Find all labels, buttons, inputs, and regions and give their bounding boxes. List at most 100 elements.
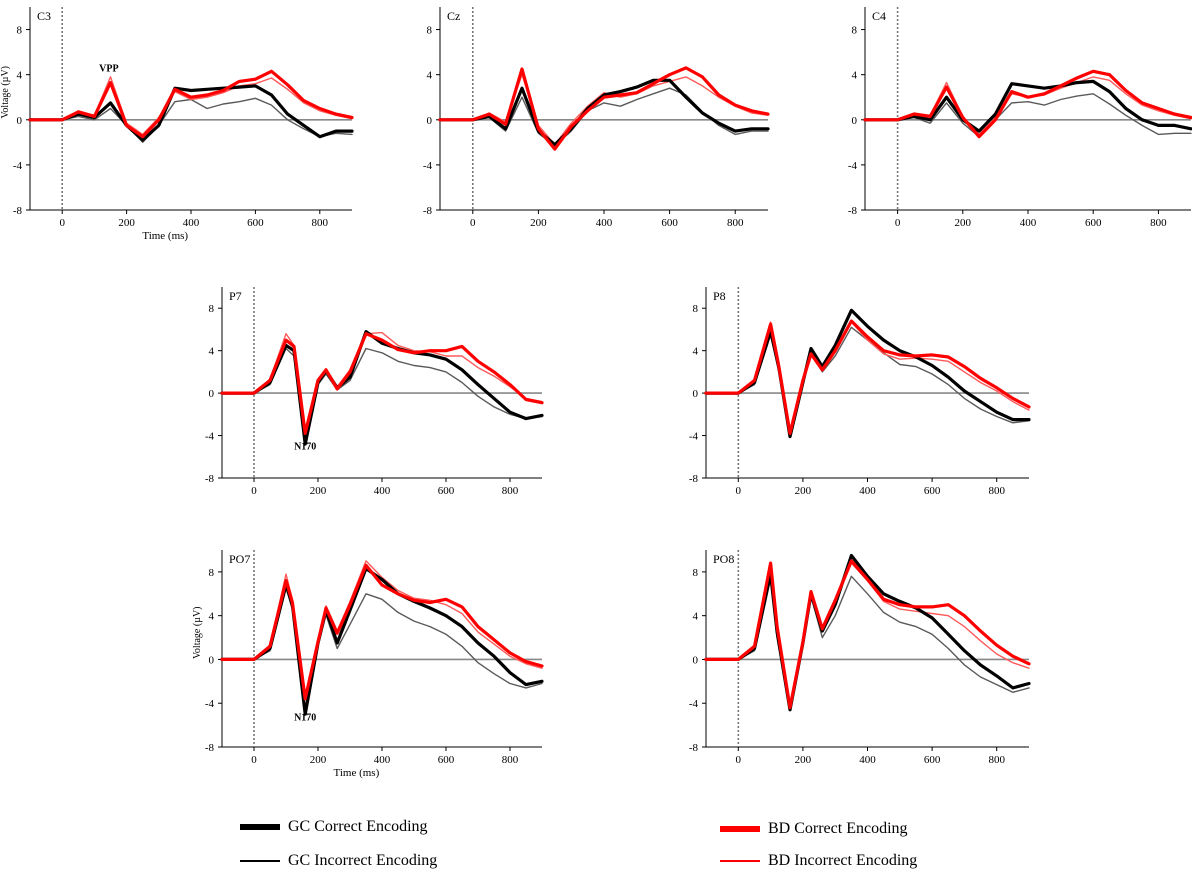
panel-po8-x-tick-label: 600 xyxy=(924,754,941,766)
panel-c4-y-tick-label: 8 xyxy=(852,25,858,37)
panel-p7-x-tick-label: 0 xyxy=(251,485,257,497)
panel-po8-y-tick-label: -8 xyxy=(689,742,699,754)
panel-c4-y-tick-label: 4 xyxy=(852,70,858,82)
panel-p8-x-tick-label: 600 xyxy=(924,485,941,497)
panel-po7-x-axis-title: Time (ms) xyxy=(334,767,380,779)
panel-po7-x-tick-label: 400 xyxy=(374,754,391,766)
panel-p7-x-tick-label: 600 xyxy=(438,485,455,497)
legend-gc-incorrect-swatch xyxy=(240,860,280,862)
panel-c3-x-tick-label: 200 xyxy=(118,217,135,229)
panel-po8-y-tick-label: 0 xyxy=(693,654,699,666)
panel-c3-series-bd-correct-encoding xyxy=(28,69,354,139)
panel-po8-x-tick-label: 0 xyxy=(736,754,742,766)
panel-po8-y-tick-label: 4 xyxy=(693,611,699,623)
panel-p8-y-tick-label: 0 xyxy=(693,388,699,400)
panel-c4-y-tick-label: -8 xyxy=(848,205,858,217)
panel-p7-x-tick-label: 800 xyxy=(502,485,519,497)
panel-c3-y-axis-title: Voltage (µV) xyxy=(0,66,11,119)
panel-cz-y-tick-label: 4 xyxy=(427,70,433,82)
panel-po8-y-tick-label: 8 xyxy=(693,567,699,579)
panel-cz-y-tick-label: 0 xyxy=(427,115,433,127)
panel-p8-y-tick-label: -4 xyxy=(689,431,699,443)
panel-po7-y-tick-label: 4 xyxy=(209,611,215,623)
panel-cz-x-tick-label: 800 xyxy=(727,217,744,229)
panel-po7-x-tick-label: 600 xyxy=(438,754,455,766)
panel-c3-y-tick-label: 4 xyxy=(17,70,23,82)
panel-cz-series-bd-correct-encoding xyxy=(438,66,770,151)
panel-cz-series-bd-incorrect-encoding xyxy=(439,73,769,146)
panel-p8-x-tick-label: 400 xyxy=(859,485,876,497)
legend-gc-correct-label: GC Correct Encoding xyxy=(288,818,428,835)
legend-gc-incorrect-label: GC Incorrect Encoding xyxy=(288,852,438,869)
panel-c3-x-tick-label: 400 xyxy=(183,217,200,229)
panel-cz-series-gc-correct-encoding xyxy=(438,78,770,147)
panel-po7-y-tick-label: 0 xyxy=(209,654,215,666)
panel-po7-x-tick-label: 800 xyxy=(502,754,519,766)
panel-p7-annotation: N170 xyxy=(294,441,316,452)
panel-po8-x-tick-label: 800 xyxy=(988,754,1005,766)
panel-po8-y-tick-label: -4 xyxy=(689,698,699,710)
panel-p8-y-tick-label: 8 xyxy=(693,303,699,315)
panel-c3-x-tick-label: 800 xyxy=(312,217,329,229)
panel-cz-x-tick-label: 200 xyxy=(530,217,547,229)
panel-po8-x-tick-label: 200 xyxy=(795,754,812,766)
panel-cz-x-tick-label: 600 xyxy=(661,217,678,229)
panel-c3-y-tick-label: 8 xyxy=(17,25,23,37)
panel-p8-y-tick-label: 4 xyxy=(693,346,699,358)
legend-bd-correct: BD Correct Encoding xyxy=(720,820,908,838)
panel-c4: -8 -4 0 4 8 0 200 400 600 800 C4 xyxy=(848,7,1192,229)
legend-gc-correct-swatch xyxy=(240,824,280,830)
panel-p8-electrode-label: P8 xyxy=(713,289,726,303)
panel-p7: -8 -4 0 4 8 0 200 400 600 800 P7 N170 xyxy=(205,287,544,497)
panel-p7-y-tick-label: 8 xyxy=(209,303,215,315)
panel-cz: -8 -4 0 4 8 0 200 400 600 800 Cz xyxy=(423,7,770,229)
panel-p7-y-tick-label: -8 xyxy=(205,473,215,485)
panel-po7-x-tick-label: 200 xyxy=(310,754,327,766)
panel-c4-series-bd-correct-encoding xyxy=(863,69,1192,139)
panel-p7-y-tick-label: 0 xyxy=(209,388,215,400)
panel-c3-y-tick-label: -8 xyxy=(13,205,23,217)
panel-c4-x-tick-label: 400 xyxy=(1020,217,1037,229)
panel-c4-x-tick-label: 200 xyxy=(955,217,972,229)
panel-p8-x-tick-label: 800 xyxy=(988,485,1005,497)
panel-p7-y-tick-label: -4 xyxy=(205,431,215,443)
panel-p7-x-tick-label: 400 xyxy=(374,485,391,497)
panel-po7-y-tick-label: -8 xyxy=(205,742,215,754)
panel-po8-series-bd-incorrect-encoding xyxy=(705,562,1030,707)
panel-cz-x-tick-label: 400 xyxy=(596,217,613,229)
panel-c3-y-tick-label: 0 xyxy=(17,115,23,127)
panel-c3-x-tick-label: 600 xyxy=(247,217,264,229)
legend-bd-correct-label: BD Correct Encoding xyxy=(768,820,908,837)
panel-c3-electrode-label: C3 xyxy=(37,9,51,23)
panel-p8-series-gc-correct-encoding xyxy=(704,308,1031,439)
panel-p7-y-tick-label: 4 xyxy=(209,346,215,358)
panel-cz-electrode-label: Cz xyxy=(447,9,460,23)
panel-c3-x-axis-title: Time (ms) xyxy=(142,230,188,242)
panel-c3-y-tick-label: -4 xyxy=(13,160,23,172)
panel-po7: -8 -4 0 4 8 0 200 400 600 800 PO7 Time (ms) Voltage … xyxy=(192,550,544,779)
panel-c4-series-gc-incorrect-encoding xyxy=(864,93,1192,138)
panel-c4-y-tick-label: 0 xyxy=(852,115,858,127)
panel-po7-electrode-label: PO7 xyxy=(229,552,250,566)
panel-po7-y-tick-label: -4 xyxy=(205,698,215,710)
panel-po7-annotation: N170 xyxy=(294,713,316,724)
panel-po7-y-axis-title: Voltage (µV) xyxy=(192,606,203,659)
panel-c3-x-tick-label: 0 xyxy=(59,217,65,229)
legend-bd-incorrect-swatch xyxy=(720,860,760,862)
panel-c3-series-gc-correct-encoding xyxy=(28,84,354,142)
legend-bd-correct-swatch xyxy=(720,826,760,832)
panel-cz-y-tick-label: -8 xyxy=(423,205,433,217)
panel-p7-series-gc-correct-encoding xyxy=(220,330,544,446)
panel-c4-x-tick-label: 800 xyxy=(1150,217,1167,229)
legend-bd-incorrect: BD Incorrect Encoding xyxy=(720,852,917,870)
panel-cz-y-tick-label: 8 xyxy=(427,25,433,37)
panel-c4-electrode-label: C4 xyxy=(872,9,886,23)
panel-c3: -8 -4 0 4 8 0 200 400 600 800 C3 Time (ms) Voltage (… xyxy=(0,7,354,242)
panel-p7-series-bd-correct-encoding xyxy=(220,332,544,435)
panel-cz-y-tick-label: -4 xyxy=(423,160,433,172)
panel-c3-annotation: VPP xyxy=(99,63,118,74)
panel-c4-x-tick-label: 600 xyxy=(1085,217,1102,229)
panel-p7-electrode-label: P7 xyxy=(229,289,242,303)
panel-po7-x-tick-label: 0 xyxy=(251,754,257,766)
